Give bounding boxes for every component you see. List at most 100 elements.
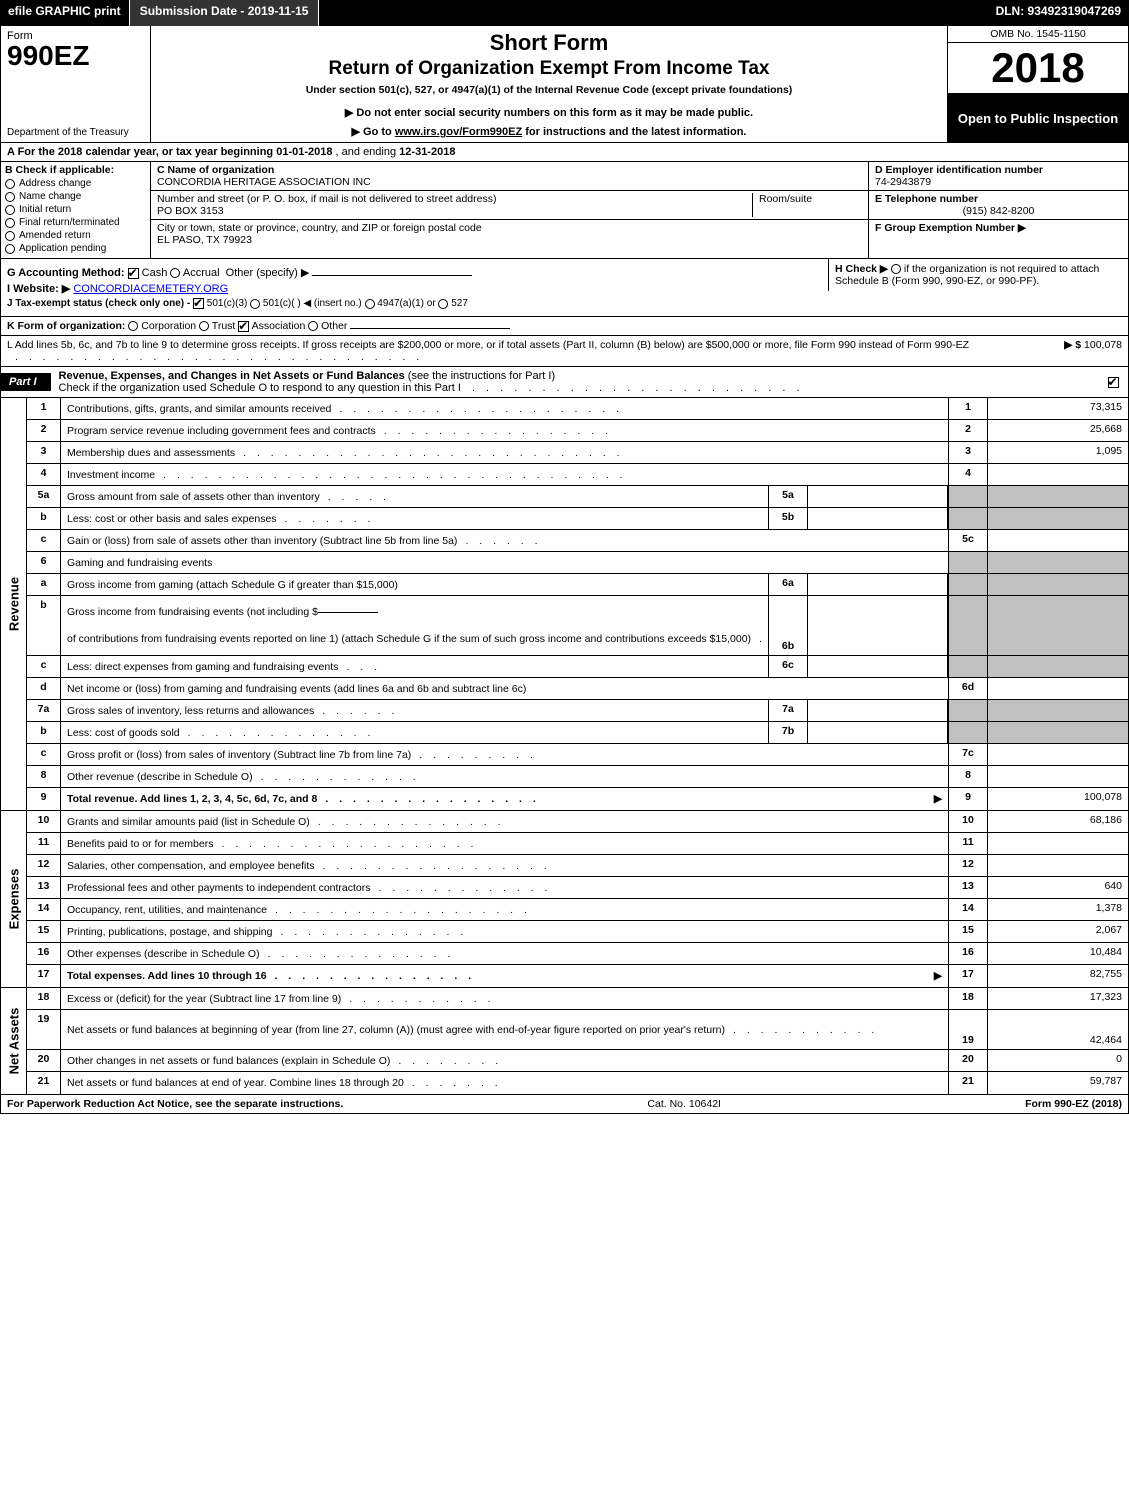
arrow-icon: ▶ — [934, 970, 942, 982]
efile-print[interactable]: efile GRAPHIC print — [0, 0, 130, 26]
line-6b-shade2 — [988, 596, 1128, 655]
h-radio[interactable] — [891, 264, 901, 274]
j-501c3-check[interactable] — [193, 298, 204, 309]
line-21: 21 Net assets or fund balances at end of… — [27, 1072, 1128, 1094]
revenue-rows: 1 Contributions, gifts, grants, and simi… — [27, 398, 1128, 810]
ein-val: 74-2943879 — [875, 176, 931, 188]
dots: . . . . . . . . . . . . . . . . . . . . … — [235, 447, 942, 459]
line-20: 20 Other changes in net assets or fund b… — [27, 1050, 1128, 1072]
l-arrow: ▶ $ — [1064, 339, 1081, 351]
j-501c3: 501(c)(3) — [207, 298, 248, 309]
phone-val: (915) 842-8200 — [875, 205, 1122, 217]
line-6c-mv — [808, 656, 948, 677]
header-center: Short Form Return of Organization Exempt… — [151, 26, 948, 142]
dln: DLN: 93492319047269 — [988, 0, 1129, 26]
chk-name[interactable]: Name change — [5, 191, 146, 202]
dots: . . . . . . . . . . . . . . . . . . . . … — [331, 403, 942, 415]
line-5a-shade — [948, 486, 988, 507]
line-3-rn: 3 — [948, 442, 988, 463]
accrual-radio[interactable] — [170, 268, 180, 278]
dots: . . — [751, 633, 762, 645]
line-7a: 7a Gross sales of inventory, less return… — [27, 700, 1128, 722]
i-line: I Website: ▶ CONCORDIACEMETERY.ORG — [7, 282, 822, 295]
header-left: Form 990EZ Department of the Treasury — [1, 26, 151, 142]
cash-checkbox[interactable] — [128, 268, 139, 279]
chk-address[interactable]: Address change — [5, 178, 146, 189]
line-10-desc: Grants and similar amounts paid (list in… — [67, 816, 310, 828]
k-trust-radio[interactable] — [199, 321, 209, 331]
topbar-spacer — [319, 0, 987, 26]
dots: . . . . . . . . . . . . . — [371, 882, 942, 894]
j-label: J Tax-exempt status (check only one) - — [7, 298, 193, 309]
k-other-input[interactable] — [350, 328, 510, 329]
circle-icon — [5, 179, 15, 189]
line-5c: c Gain or (loss) from sale of assets oth… — [27, 530, 1128, 552]
line-3-val: 1,095 — [988, 442, 1128, 463]
line-10-num: 10 — [27, 811, 61, 832]
line-16-val: 10,484 — [988, 943, 1128, 964]
line-13-val: 640 — [988, 877, 1128, 898]
j-4947-radio[interactable] — [365, 299, 375, 309]
open-inspection: Open to Public Inspection — [948, 94, 1128, 142]
dots: . . . . . . . . . . . . . . . . . — [314, 860, 942, 872]
j-527-radio[interactable] — [438, 299, 448, 309]
website-link[interactable]: CONCORDIACEMETERY.ORG — [73, 283, 228, 295]
i-label: I Website: ▶ — [7, 283, 70, 295]
line-6b-input[interactable] — [318, 612, 378, 613]
line-6-shade2 — [988, 552, 1128, 573]
chk-amended[interactable]: Amended return — [5, 230, 146, 241]
line-16-desc: Other expenses (describe in Schedule O) — [67, 948, 260, 960]
chk-address-label: Address change — [19, 178, 91, 189]
k-corp-radio[interactable] — [128, 321, 138, 331]
line-17-rn: 17 — [948, 965, 988, 987]
k-other-radio[interactable] — [308, 321, 318, 331]
line-4-rn: 4 — [948, 464, 988, 485]
chk-initial[interactable]: Initial return — [5, 204, 146, 215]
k-assoc-check[interactable] — [238, 321, 249, 332]
line-14-val: 1,378 — [988, 899, 1128, 920]
part-i-checkbox[interactable] — [1108, 377, 1119, 388]
street-label: Number and street (or P. O. box, if mail… — [157, 193, 752, 205]
period-a: A For the 2018 calendar year, or tax yea… — [7, 146, 276, 158]
chk-name-label: Name change — [19, 191, 81, 202]
dots: . . . . . . . — [404, 1077, 942, 1089]
line-5b-shade2 — [988, 508, 1128, 529]
dots: . . . . . . . . . . . . . . . . . — [376, 425, 942, 437]
line-6c: c Less: direct expenses from gaming and … — [27, 656, 1128, 678]
line-20-val: 0 — [988, 1050, 1128, 1071]
line-11-val — [988, 833, 1128, 854]
line-5a: 5a Gross amount from sale of assets othe… — [27, 486, 1128, 508]
circle-icon — [5, 205, 15, 215]
dots: . . . . . . — [314, 705, 762, 717]
line-7a-shade — [948, 700, 988, 721]
line-6a-num: a — [27, 574, 61, 595]
g-other: Other (specify) ▶ — [226, 267, 310, 279]
g-cash: Cash — [142, 267, 168, 279]
goto-post: for instructions and the latest informat… — [525, 126, 746, 138]
other-specify-input[interactable] — [312, 275, 472, 276]
line-7b: b Less: cost of goods sold. . . . . . . … — [27, 722, 1128, 744]
line-6-num: 6 — [27, 552, 61, 573]
j-501c-radio[interactable] — [250, 299, 260, 309]
f-label: F Group Exemption Number ▶ — [875, 222, 1026, 234]
line-14-rn: 14 — [948, 899, 988, 920]
circle-icon — [5, 192, 15, 202]
line-6a: a Gross income from gaming (attach Sched… — [27, 574, 1128, 596]
k-trust: Trust — [212, 320, 236, 332]
dots: . . . . . . . . . . . . — [253, 771, 942, 783]
l-row: L Add lines 5b, 6c, and 7b to line 9 to … — [0, 336, 1129, 367]
line-21-rn: 21 — [948, 1072, 988, 1094]
revenue-vert-label: Revenue — [1, 398, 27, 810]
line-12-rn: 12 — [948, 855, 988, 876]
goto-link[interactable]: www.irs.gov/Form990EZ — [395, 126, 522, 138]
line-17-desc: Total expenses. Add lines 10 through 16 — [67, 970, 267, 982]
line-16: 16 Other expenses (describe in Schedule … — [27, 943, 1128, 965]
line-18-val: 17,323 — [988, 988, 1128, 1009]
chk-final[interactable]: Final return/terminated — [5, 217, 146, 228]
line-3-num: 3 — [27, 442, 61, 463]
c-label: C Name of organization — [157, 164, 274, 176]
chk-pending[interactable]: Application pending — [5, 243, 146, 254]
line-9-val: 100,078 — [988, 788, 1128, 810]
g-label: G Accounting Method: — [7, 267, 125, 279]
short-form-title: Short Form — [159, 30, 939, 56]
